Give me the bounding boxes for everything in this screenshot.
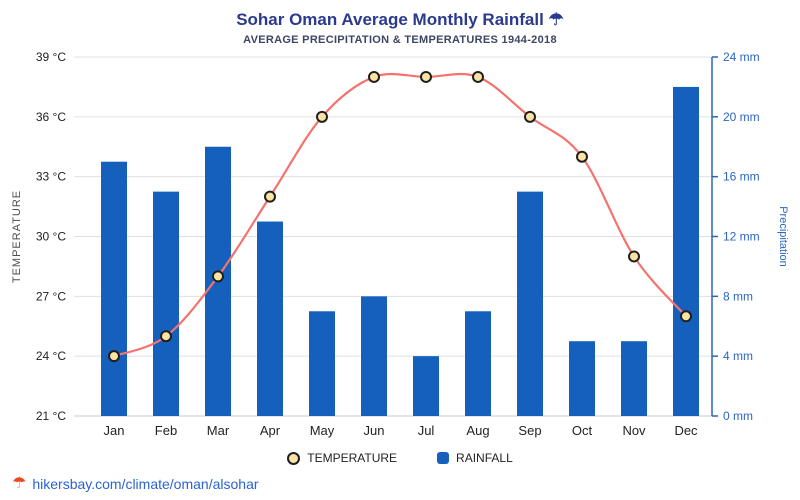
left-axis-tick-label: 21 °C	[36, 409, 66, 423]
rainfall-bar	[413, 356, 439, 416]
temperature-point	[680, 310, 692, 323]
legend-item-temperature[interactable]: TEMPERATURE	[287, 451, 397, 465]
rainfall-legend-marker-icon	[437, 452, 450, 464]
left-axis-tick-label: 27 °C	[36, 289, 66, 303]
right-axis-tick-label: 0 mm	[723, 409, 753, 423]
rainfall-bar	[101, 161, 127, 416]
temperature-point	[316, 110, 328, 123]
temperature-point	[420, 70, 432, 83]
temperature-point	[472, 70, 484, 83]
right-axis-title: Precipitation	[777, 206, 789, 267]
right-axis-tick-label: 12 mm	[723, 230, 760, 244]
right-axis-tick-label: 8 mm	[723, 289, 753, 303]
right-axis-tick-label: 20 mm	[723, 110, 760, 124]
legend-item-rainfall[interactable]: RAINFALL	[437, 451, 513, 465]
temperature-legend-marker-icon	[287, 451, 301, 465]
rainfall-bar	[309, 311, 335, 416]
x-axis-tick-label: Jun	[364, 423, 385, 438]
x-axis-tick-label: Aug	[466, 423, 489, 438]
temperature-line	[113, 72, 687, 358]
footer: ☂ hikersbay.com/climate/oman/alsohar	[0, 470, 800, 493]
temperature-point	[524, 110, 536, 123]
temperature-point	[576, 150, 588, 163]
left-axis-tick-label: 24 °C	[36, 349, 66, 363]
x-axis-tick-label: Oct	[572, 423, 593, 438]
left-axis-tick-label: 36 °C	[36, 110, 66, 124]
rainfall-bar	[361, 296, 387, 416]
rainfall-bar	[569, 341, 595, 416]
temperature-point	[368, 70, 380, 83]
temperature-point	[264, 190, 276, 203]
x-axis-tick-label: Sep	[518, 423, 541, 438]
rainfall-bar	[257, 221, 283, 416]
rainfall-bar	[153, 191, 179, 416]
page-title: Sohar Oman Average Monthly Rainfall ☂	[236, 10, 564, 29]
x-axis-tick-label: Jul	[418, 423, 435, 438]
chart-legend: TEMPERATURE RAINFALL	[0, 446, 800, 470]
right-axis-tick-label: 16 mm	[723, 170, 760, 184]
legend-label-rainfall: RAINFALL	[456, 451, 513, 465]
temperature-point	[160, 330, 172, 343]
x-axis-tick-label: Jan	[104, 423, 125, 438]
x-axis-tick-label: Nov	[622, 423, 646, 438]
x-axis-tick-label: May	[310, 423, 335, 438]
rainfall-bar	[673, 86, 699, 416]
rainfall-bar	[517, 191, 543, 416]
rainfall-chart: 39 °C 36 °C 33 °C 30 °C 27 °C 24 °C 21 °C 24 mm…	[11, 50, 789, 438]
left-axis-tick-label: 39 °C	[36, 50, 66, 64]
left-axis-tick-label: 33 °C	[36, 170, 66, 184]
rainfall-bar	[621, 341, 647, 416]
right-axis-tick-label: 4 mm	[723, 349, 753, 363]
x-axis-tick-label: Mar	[207, 423, 230, 438]
x-axis-tick-label: Apr	[260, 423, 281, 438]
umbrella-icon: ☂	[12, 475, 27, 492]
legend-label-temperature: TEMPERATURE	[307, 451, 398, 465]
x-axis-tick-label: Dec	[674, 423, 698, 438]
temperature-point	[212, 270, 224, 283]
chart-subtitle: AVERAGE PRECIPITATION & TEMPERATURES 194…	[243, 34, 557, 46]
x-axis-tick-label: Feb	[155, 423, 177, 438]
left-axis-tick-label: 30 °C	[36, 230, 66, 244]
right-axis-tick-label: 24 mm	[723, 50, 760, 64]
temperature-point	[108, 350, 120, 363]
footer-link[interactable]: hikersbay.com/climate/oman/alsohar	[32, 476, 259, 492]
rainfall-bar	[465, 311, 491, 416]
left-axis-title: TEMPERATURE	[11, 190, 23, 283]
temperature-point	[628, 250, 640, 263]
